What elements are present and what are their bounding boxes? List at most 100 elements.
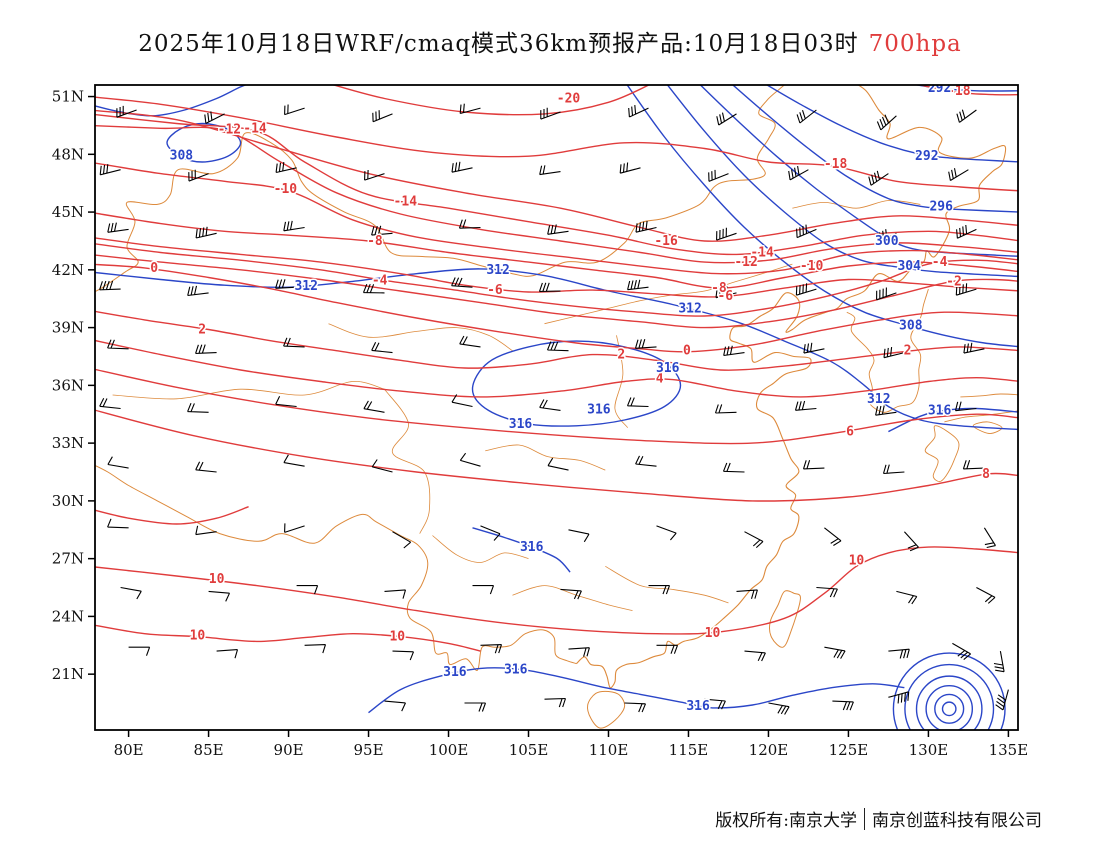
contour-label: 2 xyxy=(904,344,912,359)
y-axis-tick-label: 36N xyxy=(52,376,84,394)
contour-label: -4 xyxy=(372,273,388,288)
wind-barb-icon xyxy=(794,400,817,411)
map-outline-korea-peninsula xyxy=(846,288,929,413)
wind-barb-icon xyxy=(187,402,209,413)
map-outline-kyushu-island xyxy=(924,425,960,483)
map-outline-province-yungui xyxy=(512,585,633,611)
wind-barb-icon xyxy=(896,590,918,605)
temp-contour--20 xyxy=(331,85,651,116)
wind-barb-icon xyxy=(459,103,481,115)
wind-barb-icon xyxy=(714,404,737,414)
contour-label: -12 xyxy=(218,122,241,137)
temp-contour--18 xyxy=(95,96,1018,192)
map-outline-province-nanling xyxy=(605,565,729,604)
plot-frame xyxy=(94,84,1019,731)
wind-barb-icon xyxy=(963,342,985,354)
contour-label: -4 xyxy=(932,255,948,270)
contour-label: 312 xyxy=(678,301,701,316)
contour-label: 2 xyxy=(198,323,206,338)
wind-barb-icon xyxy=(824,646,846,659)
x-axis-tick-label: 125E xyxy=(829,741,869,759)
x-axis-tick-label: 100E xyxy=(429,741,469,759)
typhoon-ring xyxy=(925,685,974,730)
typhoon-ring xyxy=(904,663,995,730)
wind-barb-icon xyxy=(995,689,1009,711)
wind-barb-icon xyxy=(371,225,393,236)
contour-label: 6 xyxy=(846,425,854,440)
contour-label: 0 xyxy=(150,261,158,276)
wind-barb-icon xyxy=(948,168,969,181)
map-outline-shikoku-island xyxy=(972,421,1003,434)
wind-barb-icon xyxy=(208,590,230,602)
copyright-footer: 版权所有:南京大学 南京创蓝科技有限公司 xyxy=(715,806,1042,831)
contour-label: 10 xyxy=(389,630,405,645)
y-axis-tick-label: 21N xyxy=(52,665,84,683)
wind-barb-icon xyxy=(868,170,889,186)
typhoon-ring xyxy=(934,693,965,724)
wind-barb-icon xyxy=(744,650,766,662)
wind-barb-icon xyxy=(304,644,327,654)
temp-contour--16 xyxy=(95,109,1018,242)
temp-contour--10 xyxy=(95,162,1018,275)
wind-barb-icon xyxy=(656,644,679,654)
wind-barb-icon xyxy=(954,401,977,412)
contour-label: 292 xyxy=(928,81,951,96)
map-outline-hainan-island xyxy=(587,690,626,729)
temperature-contours xyxy=(95,85,1018,652)
wind-barb-icon xyxy=(472,585,495,595)
height-contour-292 xyxy=(765,85,1018,163)
x-axis: 80E 85E 90E 95E 100E 105E 110E 115E 120E 125E 130E… xyxy=(114,730,1028,759)
wind-barb-icon xyxy=(634,339,657,349)
wind-barb-icon xyxy=(459,452,481,467)
contour-label: 312 xyxy=(294,279,317,294)
y-axis-tick-label: 42N xyxy=(52,261,84,279)
wind-barb-icon xyxy=(956,109,977,123)
contour-labels: -20-18-18-16-14-14-14-12-12-10-10-8-8-6-… xyxy=(149,81,992,715)
copyright-company: 南京创蓝科技有限公司 xyxy=(872,811,1042,831)
wind-barb-icon xyxy=(188,169,209,182)
chart-title: 2025年10月18日WRF/cmaq模式36km预报产品:10月18日03时 7… xyxy=(0,24,1100,58)
temp-contour-8 xyxy=(95,506,249,525)
wind-barb-icon xyxy=(876,287,897,301)
contour-label: 296 xyxy=(929,199,953,214)
wind-barb-icon xyxy=(635,220,657,233)
wind-barb-icon xyxy=(816,586,838,598)
x-axis-tick-label: 85E xyxy=(194,741,224,759)
contour-label: -8 xyxy=(711,281,727,296)
temp-contour--14 xyxy=(95,113,1018,256)
map-outline-province-tibet-east xyxy=(384,388,431,534)
y-axis-tick-label: 33N xyxy=(52,434,84,452)
contour-label: 316 xyxy=(587,402,611,417)
wind-barb-icon xyxy=(568,647,590,657)
contour-label: 316 xyxy=(504,662,528,677)
x-axis-tick-label: 90E xyxy=(274,741,304,759)
wind-barb-icon xyxy=(371,459,393,473)
typhoon-rings xyxy=(892,652,1006,730)
wind-barb-icon xyxy=(796,109,817,124)
wind-barb-icon xyxy=(204,111,225,124)
y-axis-tick-label: 48N xyxy=(52,145,84,163)
temp-contour-8 xyxy=(95,409,1018,502)
wind-barb-icon xyxy=(275,396,297,408)
height-contour-316 xyxy=(368,667,905,714)
wind-barb-icon xyxy=(628,105,649,118)
wind-barb-icon xyxy=(464,702,487,712)
contour-label: -16 xyxy=(654,234,678,249)
height-contour-308 xyxy=(626,85,1018,348)
wind-barb-icon xyxy=(362,283,385,294)
temp-contour-2 xyxy=(95,310,1018,371)
wind-barb-icon xyxy=(392,531,412,549)
height-contour-312 xyxy=(95,268,1018,431)
wind-barb-icon xyxy=(458,219,481,229)
y-axis-tick-label: 51N xyxy=(52,88,84,106)
wind-barb-icon xyxy=(107,456,129,469)
wind-barb-icon xyxy=(736,589,758,599)
wind-barb-icon xyxy=(392,650,415,661)
wind-barb-icon xyxy=(883,347,905,359)
wind-barb-icon xyxy=(708,169,729,182)
contour-label: 316 xyxy=(509,417,533,432)
wind-barb-icon xyxy=(626,397,649,408)
contour-label: -10 xyxy=(274,182,298,197)
contour-label: -10 xyxy=(800,259,824,274)
contour-label: -14 xyxy=(394,195,418,210)
